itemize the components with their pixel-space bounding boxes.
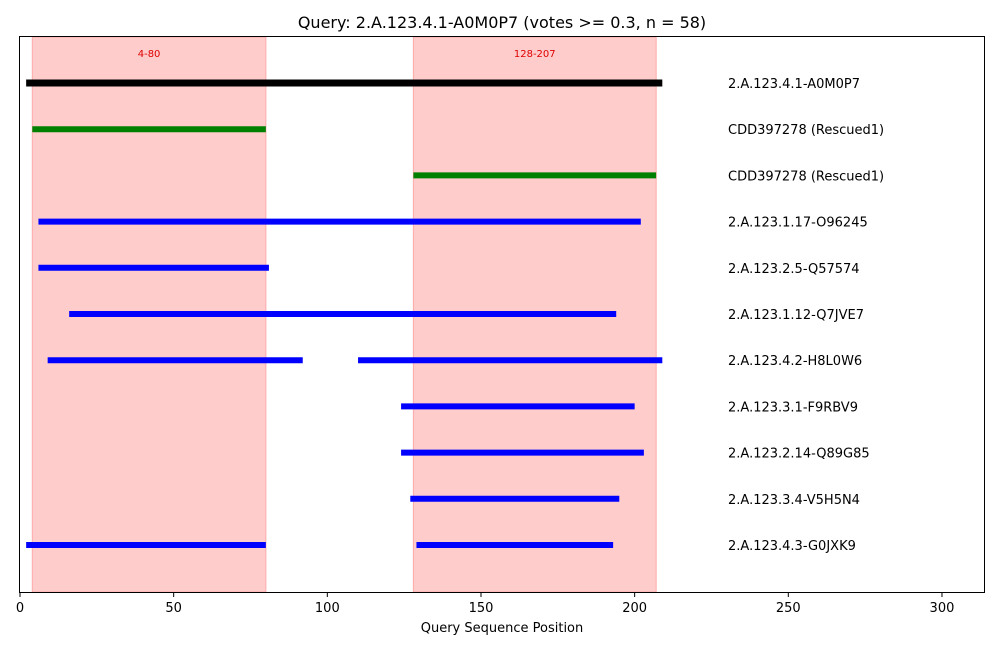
row-label-2: CDD397278 (Rescued1) [728,123,884,138]
row-label-6: 2.A.123.1.12-Q7JVE7 [728,308,864,323]
row-label-9: 2.A.123.2.14-Q89G85 [728,447,870,462]
x-axis-label: Query Sequence Position [421,621,584,636]
row-label-11: 2.A.123.4.3-G0JXK9 [728,539,856,554]
x-tick-label-100: 100 [315,601,340,616]
row-label-1: 2.A.123.4.1-A0M0P7 [728,77,860,92]
chart-title: Query: 2.A.123.4.1-A0M0P7 (votes >= 0.3,… [298,13,706,32]
x-tick-label-200: 200 [622,601,647,616]
x-tick-label-0: 0 [16,601,24,616]
alignment-bars [26,79,663,548]
x-tick-label-300: 300 [930,601,955,616]
row-label-5: 2.A.123.2.5-Q57574 [728,262,860,277]
row-label-8: 2.A.123.3.1-F9RBV9 [728,400,858,415]
plot-frame [19,36,985,593]
region-label-2: 128-207 [514,49,556,60]
row-label-7: 2.A.123.4.2-H8L0W6 [728,354,862,369]
x-axis: 0 50 100 150 200 250 300 [16,592,955,616]
row-labels: 2.A.123.4.1-A0M0P7 CDD397278 (Rescued1) CD… [728,77,884,554]
row-label-3: CDD397278 (Rescued1) [728,169,884,184]
row-label-10: 2.A.123.3.4-V5H5N4 [728,493,860,508]
x-tick-label-250: 250 [776,601,801,616]
row-label-4: 2.A.123.1.17-O96245 [728,216,868,231]
x-tick-label-150: 150 [469,601,494,616]
region-label-1: 4-80 [138,49,161,60]
x-tick-label-50: 50 [165,601,182,616]
